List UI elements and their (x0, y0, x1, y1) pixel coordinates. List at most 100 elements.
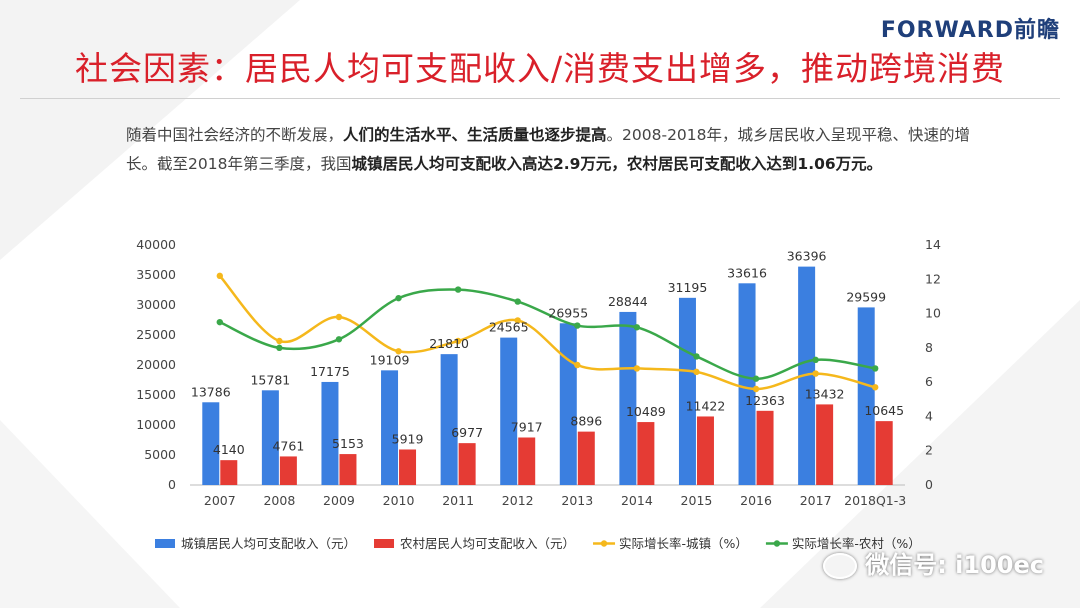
point-rural-growth (216, 318, 223, 326)
title-divider (20, 98, 1060, 99)
data-label-rural: 12363 (745, 393, 785, 408)
legend-label: 实际增长率-农村（%） (792, 536, 921, 551)
bar-rural (696, 416, 714, 485)
page-title: 社会因素：居民人均可支配收入/消费支出增多，推动跨境消费 (74, 49, 1006, 88)
point-rural-growth (454, 286, 462, 293)
point-urban-growth (574, 361, 581, 369)
data-label-rural: 7917 (511, 419, 543, 434)
bar-rural (220, 460, 238, 485)
data-label-urban: 13786 (191, 384, 231, 399)
data-label-urban: 19109 (370, 352, 410, 367)
bar-urban (500, 337, 518, 485)
bar-urban (202, 402, 220, 485)
point-rural-growth (633, 324, 641, 331)
point-urban-growth (276, 337, 283, 345)
data-label-rural: 6977 (451, 425, 483, 440)
data-label-urban: 29599 (846, 289, 886, 304)
legend-swatch (155, 539, 175, 548)
y-left-tick-label: 40000 (136, 237, 176, 252)
point-rural-growth (752, 375, 760, 382)
point-rural-growth (872, 365, 879, 372)
bar-urban (678, 297, 696, 485)
point-rural-growth (514, 298, 521, 305)
x-tick-label: 2008 (263, 493, 295, 508)
bar-urban (261, 390, 279, 485)
data-label-rural: 11422 (686, 398, 726, 413)
bar-rural (279, 456, 297, 485)
point-rural-growth (812, 356, 819, 364)
data-label-rural: 10489 (626, 404, 666, 419)
intro-bold-1: 人们的生活水平、生活质量也逐步提高 (343, 126, 607, 144)
wechat-icon (823, 553, 858, 579)
y-left-tick-label: 25000 (136, 327, 176, 342)
data-label-urban: 28844 (608, 294, 648, 309)
x-tick-label: 2012 (502, 493, 534, 508)
bar-rural (339, 454, 357, 485)
data-label-rural: 13432 (805, 386, 845, 401)
point-urban-growth (752, 385, 760, 393)
intro-bold-2: 城镇居民人均可支配收入高达2.9万元，农村居民可支配收入达到1.06万元。 (351, 155, 883, 173)
x-tick-label: 2007 (204, 493, 236, 508)
line-urban-growth (218, 275, 876, 391)
x-tick-label: 2017 (800, 493, 832, 508)
y-left-tick-label: 30000 (136, 297, 176, 312)
y-left-tick-label: 10000 (136, 417, 176, 432)
bar-urban (440, 354, 458, 485)
bar-urban (738, 283, 756, 485)
data-label-rural: 4140 (213, 442, 245, 457)
y-right-tick-label: 14 (925, 237, 941, 252)
bar-rural (399, 449, 417, 485)
point-urban-growth (335, 313, 343, 321)
data-label-urban: 36396 (787, 249, 827, 264)
data-label-rural: 5919 (392, 431, 424, 446)
x-tick-label: 2016 (740, 493, 772, 508)
intro-text-1: 随着中国社会经济的不断发展， (126, 126, 344, 144)
bar-rural (518, 437, 536, 485)
point-rural-growth (335, 336, 343, 343)
data-label-urban: 21810 (429, 336, 469, 351)
x-tick-label: 2014 (621, 493, 653, 508)
point-rural-growth (395, 294, 402, 302)
data-label-urban: 33616 (727, 265, 767, 280)
point-urban-growth (514, 317, 521, 324)
point-rural-growth (276, 344, 283, 352)
bar-urban (619, 311, 637, 485)
data-label-rural: 10645 (864, 403, 904, 418)
data-label-urban: 26955 (548, 305, 588, 320)
legend-label: 实际增长率-城镇（%） (619, 536, 748, 551)
y-right-tick-label: 12 (925, 271, 941, 286)
x-tick-label: 2010 (383, 493, 415, 508)
data-label-rural: 5153 (332, 436, 364, 451)
y-left-tick-label: 5000 (144, 447, 176, 462)
bar-rural (458, 443, 476, 485)
bar-rural (816, 404, 834, 485)
legend-marker (600, 540, 608, 547)
y-right-tick-label: 8 (925, 340, 933, 355)
y-right-tick-label: 4 (925, 408, 933, 423)
bar-urban (381, 370, 399, 485)
data-label-rural: 4761 (272, 438, 304, 453)
y-right-tick-label: 2 (925, 443, 933, 458)
brand-logo: FORWARD前瞻 (880, 18, 1060, 43)
intro-text-2: 。2008-2018年，城乡居民收入呈现平稳、快速的增长。截至2018年第三季度… (126, 126, 971, 173)
y-right-tick-label: 6 (925, 374, 933, 389)
bar-urban (857, 307, 875, 485)
watermark-text: 微信号: i100ec (865, 551, 1044, 579)
y-left-tick-label: 0 (168, 477, 176, 492)
bar-urban (559, 323, 577, 485)
bar-rural (875, 421, 893, 485)
bar-rural (756, 410, 774, 485)
data-label-rural: 8896 (570, 414, 602, 429)
point-rural-growth (574, 322, 581, 329)
point-urban-growth (812, 370, 819, 377)
y-left-tick-label: 20000 (136, 357, 176, 372)
point-urban-growth (454, 337, 462, 345)
data-label-urban: 15781 (250, 372, 290, 387)
wechat-watermark: 微信号: i100ec (823, 545, 1044, 580)
legend-swatch (374, 539, 395, 548)
y-right-tick-label: 10 (925, 306, 941, 321)
bar-rural (637, 422, 655, 485)
legend-label: 城镇居民人均可支配收入（元） (181, 536, 356, 551)
